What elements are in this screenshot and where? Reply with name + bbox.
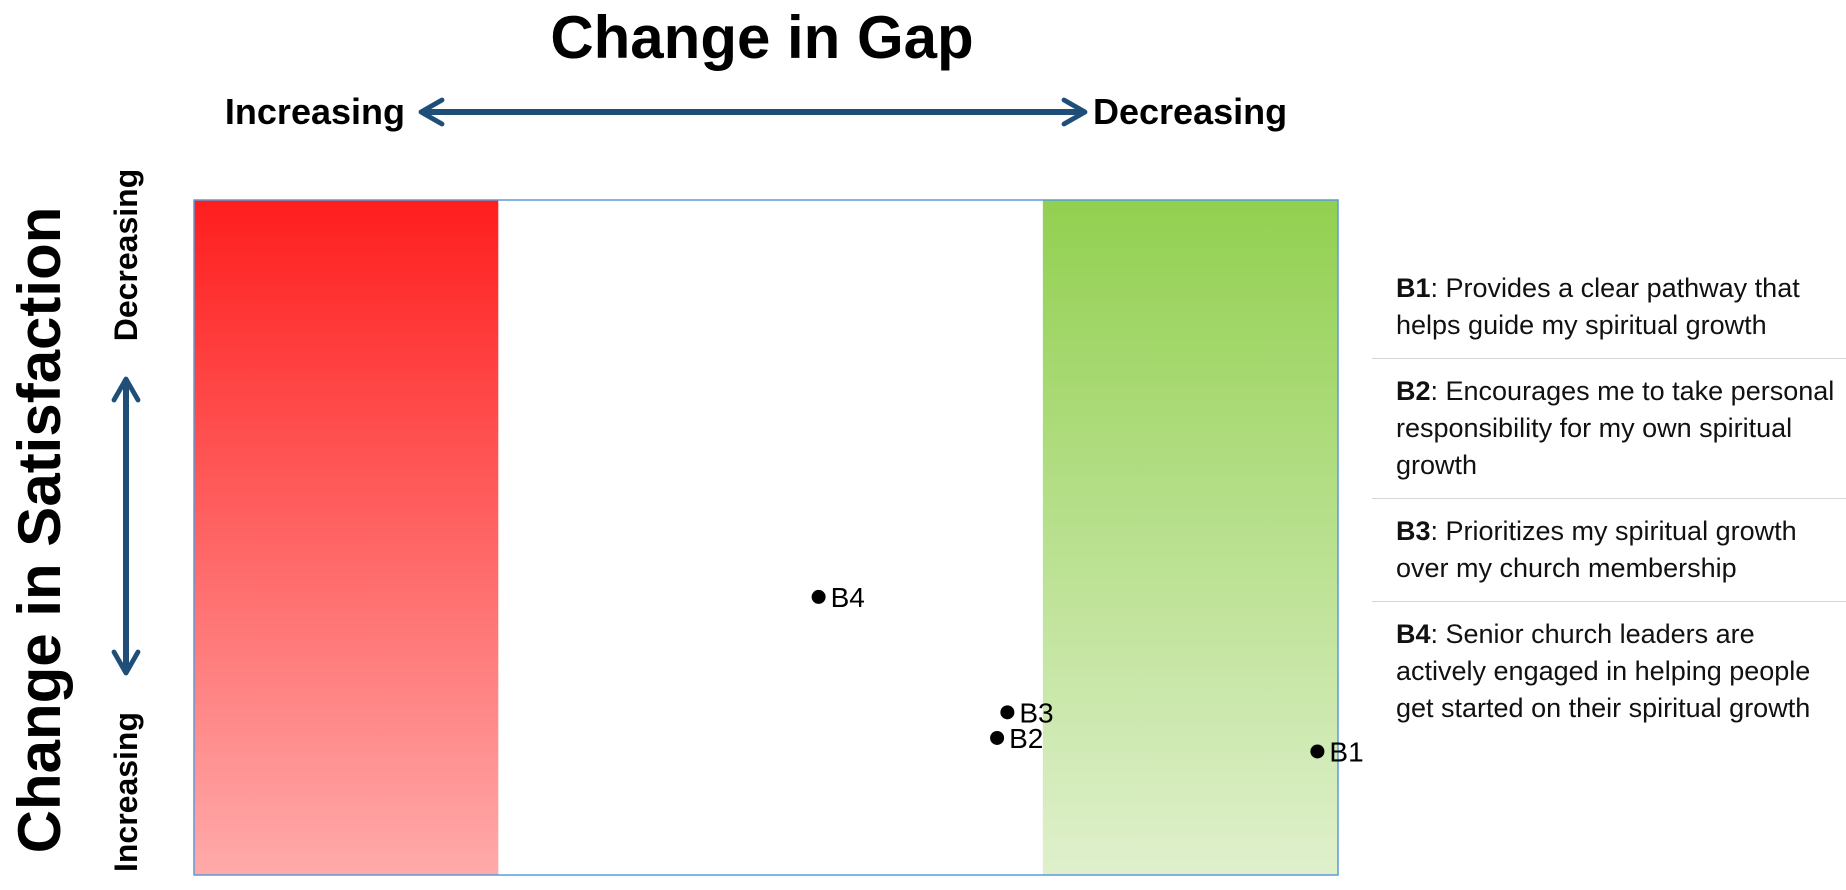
legend-item-b1: B1: Provides a clear pathway that helps … <box>1372 256 1846 359</box>
data-label-b3: B3 <box>1019 697 1053 728</box>
legend-item-b3: B3: Prioritizes my spiritual growth over… <box>1372 499 1846 602</box>
data-label-b4: B4 <box>831 582 865 613</box>
decreasing-gap-zone <box>1042 200 1338 875</box>
x-axis-left-label: Increasing <box>225 91 405 132</box>
legend-code: B2 <box>1396 376 1431 406</box>
y-axis-top-label: Decreasing <box>108 169 144 342</box>
legend-text: : Encourages me to take personal respons… <box>1396 376 1835 480</box>
data-label-b2: B2 <box>1009 723 1043 754</box>
legend-item-b2: B2: Encourages me to take personal respo… <box>1372 359 1846 499</box>
legend: B1: Provides a clear pathway that helps … <box>1372 256 1846 741</box>
chart-title: Change in Gap <box>550 4 973 71</box>
y-axis-title: Change in Satisfaction <box>6 207 73 854</box>
data-point-b4 <box>811 589 826 604</box>
data-point-b3 <box>1000 705 1015 720</box>
legend-text: : Provides a clear pathway that helps gu… <box>1396 273 1800 340</box>
x-axis-right-label: Decreasing <box>1093 91 1287 132</box>
plot-frame <box>193 199 1339 876</box>
data-point-b1 <box>1310 744 1325 759</box>
legend-code: B3 <box>1396 516 1431 546</box>
legend-code: B1 <box>1396 273 1431 303</box>
legend-text: : Senior church leaders are actively eng… <box>1396 619 1811 723</box>
increasing-gap-zone <box>194 200 499 875</box>
legend-item-b4: B4: Senior church leaders are actively e… <box>1372 602 1846 741</box>
legend-code: B4 <box>1396 619 1431 649</box>
data-label-b1: B1 <box>1329 736 1363 767</box>
data-point-b2 <box>990 730 1005 745</box>
y-axis-bottom-label: Increasing <box>108 712 144 872</box>
legend-text: : Prioritizes my spiritual growth over m… <box>1396 516 1797 583</box>
